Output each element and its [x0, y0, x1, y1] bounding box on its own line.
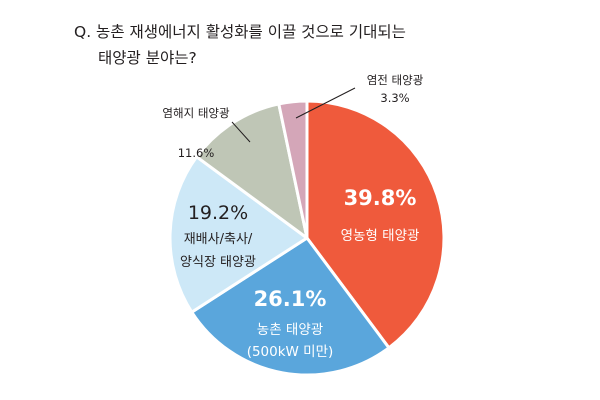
pie-slice-4	[277, 99, 309, 240]
chart-title-line-1: Q. 농촌 재생에너지 활성화를 이끌 것으로 기대되는	[74, 23, 406, 41]
slice-label-2-1: 양식장 태양광	[180, 255, 256, 270]
slice-label-1-1: (500kW 미만)	[247, 344, 334, 360]
slice-label-0-0: 영농형 태양광	[341, 228, 420, 244]
slice-label-4-0: 염전 태양광	[367, 73, 424, 87]
slice-labels: 39.8% 영농형 태양광 26.1% 농촌 태양광 (500kW 미만) 19.2% 재배…	[162, 73, 423, 360]
slice-value-1: 26.1%	[254, 287, 327, 311]
leader-line-3	[231, 121, 251, 143]
leader-lines	[231, 87, 356, 143]
leader-line-4	[295, 87, 356, 119]
slice-value-0: 39.8%	[344, 186, 417, 210]
slice-label-3-0: 염해지 태양광	[162, 106, 230, 120]
slice-label-1-0: 농촌 태양광	[257, 322, 323, 338]
slice-value-2: 19.2%	[188, 202, 248, 224]
pie-slice-1	[190, 236, 391, 377]
slice-label-2-0: 재배사/축사/	[184, 232, 253, 247]
pie-slice-2	[168, 155, 309, 314]
pie-slices	[168, 99, 446, 377]
slice-value-4: 3.3%	[380, 91, 409, 105]
chart-title-line-2: 태양광 분야는?	[98, 49, 197, 67]
pie-slice-0	[305, 99, 446, 350]
slice-value-3: 11.6%	[178, 146, 215, 160]
